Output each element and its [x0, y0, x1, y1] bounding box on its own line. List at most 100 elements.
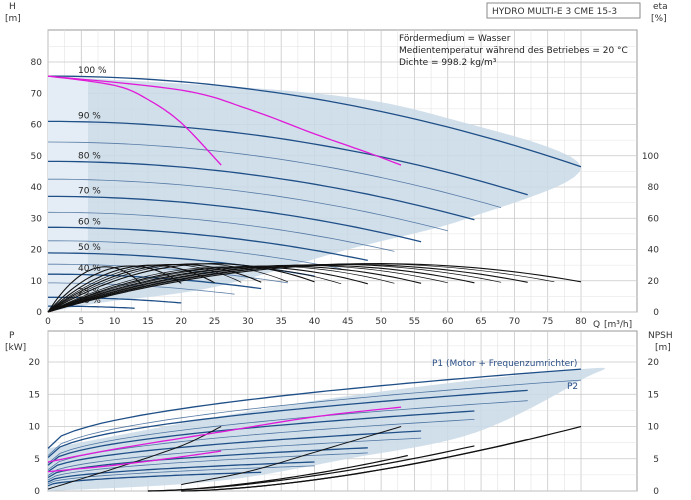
speed-curve-intermediate [48, 240, 342, 269]
speed-curve [48, 160, 475, 221]
p1-curve [47, 471, 262, 487]
y-left-tick-label: 10 [31, 277, 43, 287]
y-left-tick-label: 0 [36, 308, 42, 318]
p2-curve [47, 379, 582, 456]
npsh-tick-label: 0 [653, 487, 659, 497]
info-temperature: Medientemperatur während des Betriebes =… [399, 46, 628, 56]
x-tick-label: 55 [409, 317, 420, 327]
p2-curve [47, 437, 422, 476]
chart-title: HYDRO MULTI-E 3 CME 15-3 [492, 7, 617, 17]
efficiency-curve [47, 264, 242, 313]
top-operating-area [48, 76, 581, 312]
speed-curve [48, 75, 582, 168]
npsh-curve [147, 454, 408, 492]
x-tick-label: 20 [176, 317, 188, 327]
npsh-tick-label: 5 [653, 455, 659, 465]
y-left-tick-label: 70 [31, 89, 43, 99]
speed-curve-label: 80 % [78, 151, 101, 161]
speed-curve [48, 226, 368, 262]
p-tick-label: 15 [29, 390, 40, 400]
x-tick-label: 0 [45, 317, 51, 327]
y-axis-unit-eta: [%] [651, 14, 667, 24]
x-tick-label: 15 [142, 317, 153, 327]
info-density: Dichte = 998.2 kg/m³ [399, 58, 497, 68]
efficiency-curve [47, 265, 422, 313]
y-left-tick-label: 50 [31, 152, 43, 162]
speed-curve [48, 195, 422, 243]
p1-curve [47, 447, 368, 479]
x-tick-label: 30 [242, 317, 254, 327]
y-right-tick-label: 60 [648, 214, 660, 224]
speed-curve-label: 40 % [78, 264, 101, 274]
npsh-curve-partload [181, 426, 402, 486]
p-tick-label: 20 [29, 358, 41, 368]
npsh-curve [181, 438, 528, 492]
y-axis-unit-npsh: [m] [655, 343, 671, 353]
y-axis-label-eta: eta [653, 2, 668, 12]
speed-curve-label: 100 % [78, 66, 107, 76]
y-axis-label-p: P [9, 331, 15, 341]
p1-curve [47, 410, 475, 466]
y-left-tick-label: 30 [31, 214, 43, 224]
info-medium: Fördermedium = Wasser [399, 34, 511, 44]
p-tick-label: 0 [34, 487, 40, 497]
legend-p2: P2 [567, 382, 578, 392]
y-left-tick-label: 60 [31, 121, 43, 131]
p-tick-label: 10 [29, 423, 41, 433]
y-right-tick-label: 40 [648, 246, 660, 256]
x-tick-label: 65 [475, 317, 486, 327]
npsh-tick-label: 20 [648, 358, 660, 368]
y-left-tick-label: 20 [31, 246, 43, 256]
p1-curve [47, 368, 582, 449]
power-curve-highlight [47, 406, 402, 463]
speed-curve-intermediate [47, 141, 502, 208]
system-curve-highlight [47, 75, 222, 166]
p2-curve [47, 400, 528, 464]
x-tick-label: 35 [275, 317, 286, 327]
speed-curve-label: 25 % [78, 287, 101, 297]
tick-labels: 0 5 10 15 20 25 30 35 40 45 50 55 60 65 70 75 8001020304… [29, 58, 660, 497]
efficiency-curve [47, 263, 262, 313]
efficiency-curve [47, 266, 342, 313]
p-tick-label: 5 [34, 455, 40, 465]
y-left-tick-label: 40 [31, 183, 43, 193]
speed-curve-intermediate [47, 211, 395, 252]
y-left-tick-label: 80 [31, 58, 43, 68]
p1-curve [47, 389, 528, 458]
legend-p1: P1 (Motor + Frequenzumrichter) [432, 359, 577, 369]
speed-curve [48, 120, 528, 196]
npsh-tick-label: 10 [648, 423, 660, 433]
p1-curve [47, 430, 422, 473]
p2-curve [47, 419, 475, 471]
efficiency-curve [47, 264, 215, 313]
x-tick-label: 5 [78, 317, 84, 327]
speed-curve-label: 50 % [78, 243, 101, 253]
x-tick-label: 75 [542, 317, 553, 327]
efficiency-curve [47, 263, 315, 313]
efficiency-curve [47, 266, 368, 313]
npsh-tick-label: 15 [648, 390, 659, 400]
x-tick-label: 70 [509, 317, 521, 327]
x-tick-label: 80 [575, 317, 587, 327]
x-axis-unit-q: [m³/h] [604, 320, 632, 330]
top-curves: 100 %90 %80 %70 %60 %50 %40 %25 %16 % [47, 66, 582, 313]
p1-curve [47, 461, 315, 483]
p2-curve [47, 465, 315, 485]
speed-curve-label: 90 % [78, 111, 101, 121]
x-tick-label: 45 [342, 317, 353, 327]
y-axis-label-h: H [9, 2, 16, 12]
y-right-tick-label: 0 [653, 308, 659, 318]
x-tick-label: 40 [309, 317, 321, 327]
x-tick-label: 60 [442, 317, 454, 327]
y-right-tick-label: 80 [648, 183, 660, 193]
speed-curve-label: 70 % [78, 186, 101, 196]
y-axis-unit-p: [kW] [5, 343, 26, 353]
speed-curve-intermediate [48, 178, 448, 232]
efficiency-curve [47, 263, 289, 313]
efficiency-curve [47, 265, 395, 313]
y-right-tick-label: 100 [642, 152, 659, 162]
y-axis-unit-h: [m] [5, 14, 21, 24]
title-box [486, 2, 641, 19]
x-tick-label: 10 [109, 317, 121, 327]
